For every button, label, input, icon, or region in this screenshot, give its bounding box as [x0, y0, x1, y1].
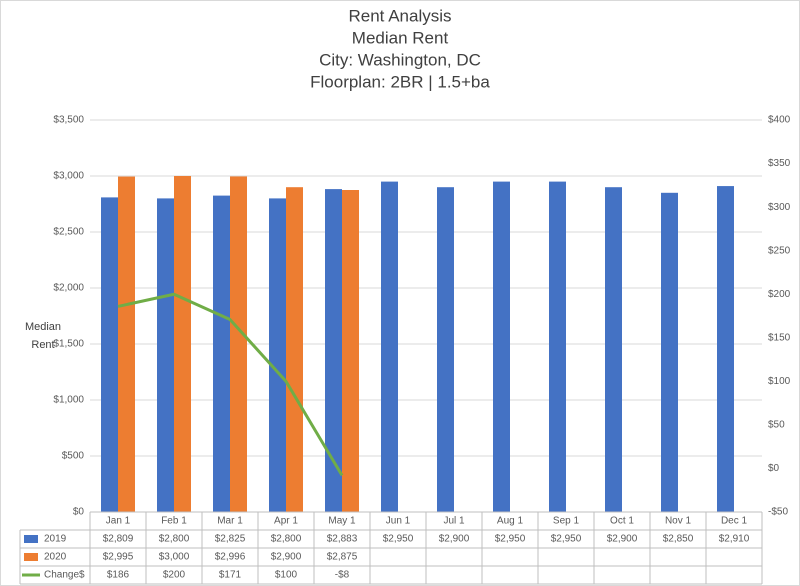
chart-title: Median Rent [352, 28, 449, 47]
table-value: $2,910 [719, 534, 750, 545]
bar [493, 181, 510, 512]
y-tick-label: $2,000 [53, 283, 84, 294]
y2-tick-label: $300 [768, 202, 791, 213]
bar [157, 198, 174, 512]
y-tick-label: $1,500 [53, 339, 84, 350]
table-value: $2,800 [271, 534, 302, 545]
table-value: -$8 [335, 570, 350, 581]
legend-key [24, 553, 38, 561]
x-tick-label: Apr 1 [274, 516, 298, 527]
bar [661, 192, 678, 513]
chart-title: City: Washington, DC [319, 50, 481, 69]
table-value: $2,900 [607, 534, 638, 545]
table-value: $100 [275, 570, 298, 581]
bar [286, 187, 303, 512]
x-tick-label: Mar 1 [217, 516, 243, 527]
table-value: $2,950 [383, 534, 414, 545]
table-value: $2,850 [663, 534, 694, 545]
legend-key [24, 535, 38, 543]
table-value: $171 [219, 570, 242, 581]
y2-tick-label: $400 [768, 115, 791, 126]
table-value: $2,950 [551, 534, 582, 545]
bar [174, 176, 191, 512]
x-tick-label: May 1 [328, 516, 356, 527]
bar [101, 197, 118, 512]
x-tick-label: Sep 1 [553, 516, 580, 527]
y-tick-label: $0 [73, 507, 85, 518]
x-tick-label: Feb 1 [161, 516, 187, 527]
y2-tick-label: $250 [768, 245, 791, 256]
table-value: $2,825 [215, 534, 246, 545]
line [117, 292, 344, 477]
table-value: $2,996 [215, 552, 246, 563]
table-value: $3,000 [159, 552, 190, 563]
table-value: $2,883 [327, 534, 358, 545]
x-tick-label: Jun 1 [386, 516, 411, 527]
table-value: $200 [163, 570, 186, 581]
bar [605, 187, 622, 512]
y-tick-label: $3,000 [53, 171, 84, 182]
legend-label: 2019 [44, 534, 67, 545]
table-value: $2,809 [103, 534, 134, 545]
bar [213, 195, 230, 512]
y-tick-label: $500 [62, 451, 85, 462]
x-tick-label: Nov 1 [665, 516, 692, 527]
legend-label: Change$ [44, 570, 85, 581]
x-tick-label: Aug 1 [497, 516, 524, 527]
table-value: $2,875 [327, 552, 358, 563]
legend-label: 2020 [44, 552, 67, 563]
y2-tick-label: $350 [768, 158, 791, 169]
chart-title: Floorplan: 2BR | 1.5+ba [310, 72, 490, 91]
bar [269, 198, 286, 512]
x-tick-label: Oct 1 [610, 516, 634, 527]
chart-title: Rent Analysis [349, 6, 452, 25]
bar [717, 186, 734, 512]
bar [118, 176, 135, 512]
bar [437, 187, 454, 512]
y2-tick-label: $50 [768, 420, 785, 431]
y2-tick-label: $0 [768, 463, 780, 474]
y-axis-label: Median Rent [24, 321, 62, 351]
table-value: $2,950 [495, 534, 526, 545]
table-value: $2,900 [439, 534, 470, 545]
table-value: $186 [107, 570, 130, 581]
x-tick-label: Jan 1 [106, 516, 131, 527]
y2-tick-label: $150 [768, 332, 791, 343]
x-tick-label: Jul 1 [443, 516, 465, 527]
y2-tick-label: $100 [768, 376, 791, 387]
y-tick-label: $3,500 [53, 115, 84, 126]
table-value: $2,995 [103, 552, 134, 563]
y-tick-label: $1,000 [53, 395, 84, 406]
y-tick-label: $2,500 [53, 227, 84, 238]
x-tick-label: Dec 1 [721, 516, 748, 527]
bar [342, 190, 359, 512]
y2-tick-label: $200 [768, 289, 791, 300]
bar [325, 189, 342, 512]
table-value: $2,900 [271, 552, 302, 563]
bar [549, 181, 566, 512]
table-value: $2,800 [159, 534, 190, 545]
bar [230, 176, 247, 512]
y2-tick-label: -$50 [768, 507, 788, 518]
bar [381, 181, 398, 512]
